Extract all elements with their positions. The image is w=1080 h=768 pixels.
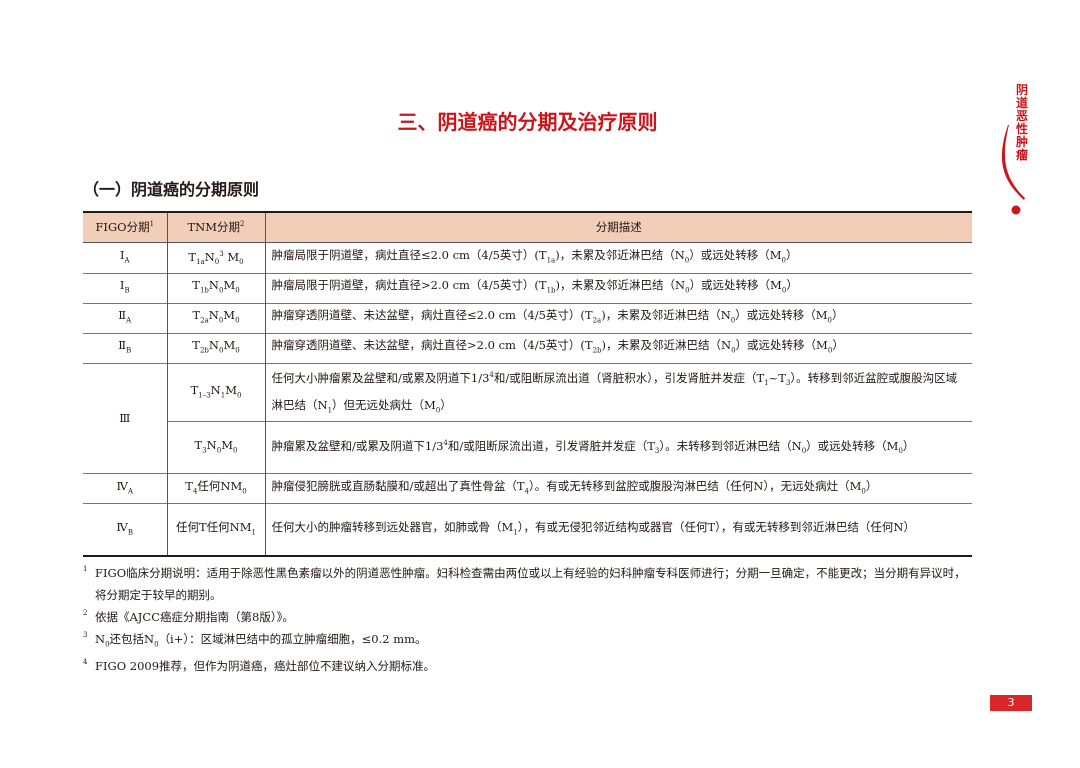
header-description: 分期描述: [264, 212, 972, 243]
footnote: 1 FIGO临床分期说明：适用于除恶性黑色素瘤以外的阴道恶性肿瘤。妇科检查需由两位…: [83, 562, 973, 606]
staging-table: FIGO分期1 TNM分期2 分期描述 ⅠA T1aN03 M0 肿瘤局限于阴道壁，…: [83, 211, 972, 557]
figo-cell: ⅠA: [83, 241, 167, 274]
tnm-cell: T1bN0M0: [166, 272, 265, 304]
tnm-cell: T2bN0M0: [166, 332, 265, 364]
footnote-number: 4: [83, 658, 88, 667]
side-tab-label: 阴道恶性肿瘤: [1016, 83, 1029, 162]
figo-cell: ⅠB: [83, 272, 167, 304]
description-cell: 肿瘤累及盆壁和/或累及阴道下1/34和/或阻断尿流出道，引发肾脏并发症（T3）。…: [264, 421, 972, 474]
footnote-number: 2: [83, 609, 88, 617]
tnm-cell: T3N0M0: [166, 421, 265, 474]
header-tnm: TNM分期2: [166, 212, 265, 243]
figo-cell: Ⅲ: [83, 362, 167, 474]
figo-cell: ⅣA: [83, 473, 167, 504]
table-header-row: FIGO分期1 TNM分期2 分期描述: [83, 212, 972, 243]
description-cell: 肿瘤穿透阴道壁、未达盆壁，病灶直径>2.0 cm（4/5英寸）(T2b)，未累及…: [264, 332, 972, 364]
table-row: Ⅲ T1–3N1M0 任何大小肿瘤累及盆壁和/或累及阴道下1/34和/或阻断尿流出道…: [83, 362, 972, 474]
description-cell: 肿瘤局限于阴道壁，病灶直径>2.0 cm（4/5英寸）(T1b)，未累及邻近淋巴…: [264, 272, 972, 304]
description-cell: 任何大小肿瘤累及盆壁和/或累及阴道下1/34和/或阻断尿流出道（肾脏积水），引发…: [264, 362, 972, 422]
footnote-number: 3: [83, 631, 88, 639]
footnote-text: 依据《AJCC癌症分期指南（第8版）》。: [95, 610, 294, 624]
description-cell: 肿瘤侵犯膀胱或直肠黏膜和/或超出了真性骨盆（T4）。有或无转移到盆腔或腹股沟淋巴…: [264, 473, 972, 504]
description-cell: 任何大小的肿瘤转移到远处器官，如肺或骨（M1），有或无侵犯邻近结构或器官（任何T…: [264, 503, 972, 556]
table-row: ⅣB 任何T任何NM1 任何大小的肿瘤转移到远处器官，如肺或骨（M1），有或无侵犯邻…: [83, 503, 972, 556]
footnote-number: 1: [83, 565, 88, 573]
footnotes: 1 FIGO临床分期说明：适用于除恶性黑色素瘤以外的阴道恶性肿瘤。妇科检查需由两位…: [83, 562, 973, 677]
tnm-cell: T4任何NM0: [166, 473, 265, 504]
figo-cell: ⅡB: [83, 332, 167, 364]
table-row: ⅡA T2aN0M0 肿瘤穿透阴道壁、未达盆壁，病灶直径≤2.0 cm（4/5英寸）…: [83, 302, 972, 334]
table-row: ⅡB T2bN0M0 肿瘤穿透阴道壁、未达盆壁，病灶直径>2.0 cm（4/5英寸）…: [83, 332, 972, 364]
footnote-text: FIGO 2009推荐，但作为阴道癌，癌灶部位不建议纳入分期标准。: [95, 659, 436, 674]
footnote-text: FIGO临床分期说明：适用于除恶性黑色素瘤以外的阴道恶性肿瘤。妇科检查需由两位或…: [95, 566, 966, 602]
page-title: 三、阴道癌的分期及治疗原则: [397, 110, 658, 134]
table-row: ⅣA T4任何NM0 肿瘤侵犯膀胱或直肠黏膜和/或超出了真性骨盆（T4）。有或无转移…: [83, 473, 972, 504]
figo-cell: ⅣB: [83, 503, 167, 556]
decorative-swoosh-icon: [1001, 125, 1025, 215]
footnote: 2 依据《AJCC癌症分期指南（第8版）》。: [83, 606, 973, 628]
figo-cell: ⅡA: [83, 302, 167, 334]
tnm-cell: T2aN0M0: [166, 302, 265, 334]
tnm-cell: T1–3N1M0: [166, 362, 265, 422]
table-row: ⅠB T1bN0M0 肿瘤局限于阴道壁，病灶直径>2.0 cm（4/5英寸）(T1b…: [83, 272, 972, 304]
description-cell: 肿瘤穿透阴道壁、未达盆壁，病灶直径≤2.0 cm（4/5英寸）(T2a)，未累及…: [264, 302, 972, 334]
footnote-text: N0还包括N0（i+）：区域淋巴结中的孤立肿瘤细胞，≤0.2 mm。: [95, 632, 427, 649]
footnote: 4 FIGO 2009推荐，但作为阴道癌，癌灶部位不建议纳入分期标准。: [83, 655, 973, 677]
tnm-cell: 任何T任何NM1: [166, 503, 265, 556]
page-number: 3: [990, 695, 1032, 711]
table-row: ⅠA T1aN03 M0 肿瘤局限于阴道壁，病灶直径≤2.0 cm（4/5英寸）(T…: [83, 241, 972, 274]
description-cell: 肿瘤局限于阴道壁，病灶直径≤2.0 cm（4/5英寸）(T1a)，未累及邻近淋巴…: [264, 241, 972, 274]
table-row: T3N0M0 肿瘤累及盆壁和/或累及阴道下1/34和/或阻断尿流出道，引发肾脏并发…: [83, 421, 972, 474]
header-figo: FIGO分期1: [83, 212, 167, 243]
tnm-cell: T1aN03 M0: [166, 241, 265, 274]
footnote: 3 N0还包括N0（i+）：区域淋巴结中的孤立肿瘤细胞，≤0.2 mm。: [83, 628, 973, 655]
section-subtitle: （一）阴道癌的分期原则: [83, 180, 260, 199]
